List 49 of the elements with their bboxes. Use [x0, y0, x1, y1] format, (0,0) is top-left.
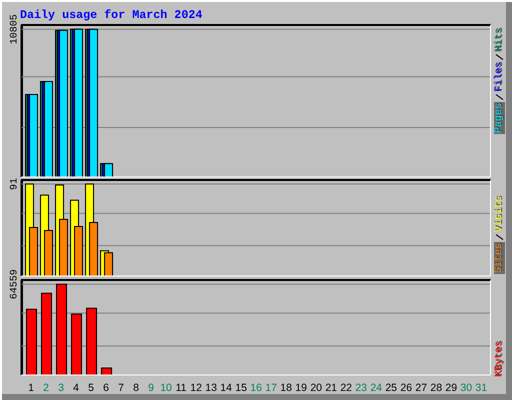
text: Hits — [494, 28, 505, 52]
x-tick-label: 4 — [73, 382, 80, 394]
bar — [56, 284, 68, 375]
x-tick-label: 29 — [445, 382, 458, 394]
x-tick-label: 5 — [88, 382, 94, 394]
x-tick-label: 1 — [28, 382, 34, 394]
x-tick-label: 13 — [205, 382, 218, 394]
x-tick-label: 20 — [310, 382, 322, 394]
x-tick-label: 24 — [370, 382, 382, 394]
x-tick-label: 9 — [148, 382, 154, 394]
x-tick-label: 14 — [220, 382, 232, 394]
bar — [71, 314, 82, 375]
legend-label: Pages — [494, 102, 505, 134]
x-tick-label: 31 — [475, 382, 488, 394]
x-tick-label: 23 — [355, 382, 368, 394]
x-tick-label: 16 — [250, 382, 262, 394]
x-tick-label: 2 — [43, 382, 50, 394]
chart-title: Daily usage for March 2024 — [20, 8, 202, 22]
x-tick-label: 22 — [340, 382, 352, 394]
x-tick-label: 17 — [265, 382, 278, 394]
y-tick-label: 91 — [10, 178, 20, 190]
x-tick-label: 30 — [460, 382, 472, 394]
bar — [41, 292, 52, 375]
x-tick-label: 26 — [400, 382, 412, 394]
bar — [101, 367, 112, 375]
x-tick-label: 27 — [415, 382, 428, 394]
text: Visits — [494, 196, 505, 232]
y-tick-label: 10805 — [10, 14, 20, 44]
bar — [104, 252, 114, 276]
x-tick-label: 12 — [190, 382, 202, 394]
x-tick-label: 10 — [160, 382, 172, 394]
x-tick-label: 28 — [430, 382, 442, 394]
x-tick-label: 18 — [280, 382, 292, 394]
legend-label: Files — [494, 62, 505, 92]
x-tick-label: 19 — [295, 382, 308, 394]
bar — [44, 80, 54, 177]
x-tick-label: 21 — [325, 382, 338, 394]
x-tick-label: 6 — [103, 382, 110, 394]
bar — [86, 308, 98, 375]
x-tick-label: 7 — [118, 382, 124, 394]
x-tick-label: 25 — [385, 382, 398, 394]
x-tick-label: 8 — [133, 382, 140, 394]
x-tick-label: 15 — [235, 382, 248, 394]
text: KBytes — [494, 340, 505, 377]
legend-label: Sites — [494, 242, 505, 274]
y-tick-label: 64559 — [10, 269, 20, 300]
x-tick-label: 11 — [176, 382, 187, 394]
x-tick-label: 3 — [58, 382, 64, 394]
bar — [26, 308, 37, 375]
